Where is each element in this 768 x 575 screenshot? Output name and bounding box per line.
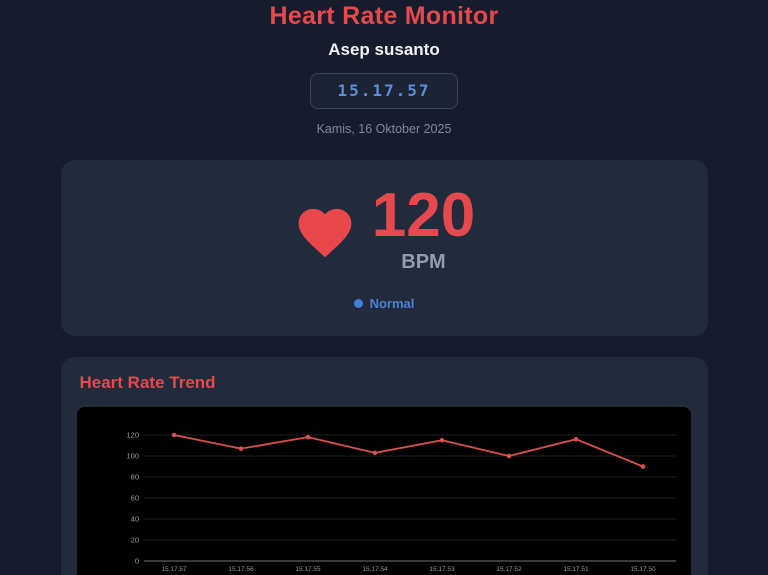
svg-text:15.17.54: 15.17.54	[362, 566, 388, 573]
svg-text:100: 100	[126, 452, 139, 461]
svg-text:15.17.51: 15.17.51	[563, 566, 589, 573]
svg-text:40: 40	[130, 515, 138, 524]
bpm-value: 120	[371, 181, 476, 250]
heart-icon	[293, 201, 357, 259]
trend-heading: Heart Rate Trend	[79, 373, 216, 392]
heart-rate-chart[interactable]: 0 20 40 60 80 100 120 15.17.57 15.17.56 15.17.55 1…	[76, 407, 691, 575]
status-dot-icon	[353, 299, 363, 308]
heart-rate-chart-canvas[interactable]: 0 20 40 60 80 100 120 15.17.57 15.17.56 15.17.55 1…	[77, 407, 691, 575]
header: Heart Rate Monitor Asep susanto 15.17.57…	[0, 0, 768, 136]
svg-text:15.17.50: 15.17.50	[630, 566, 656, 573]
page-title: Heart Rate Monitor	[269, 2, 499, 30]
svg-text:80: 80	[130, 473, 138, 482]
svg-text:15.17.57: 15.17.57	[161, 566, 187, 573]
svg-text:15.17.55: 15.17.55	[295, 566, 321, 573]
bpm-number-block: 120 BPM	[372, 185, 475, 274]
svg-text:0: 0	[134, 557, 138, 566]
user-name: Asep susanto	[328, 40, 440, 59]
svg-text:15.17.52: 15.17.52	[496, 566, 522, 573]
bpm-reading: 120 BPM	[293, 185, 475, 274]
svg-text:120: 120	[126, 431, 139, 440]
bpm-unit-label: BPM	[401, 251, 446, 273]
svg-text:20: 20	[130, 536, 138, 545]
svg-text:15.17.56: 15.17.56	[228, 566, 254, 573]
date-label: Kamis, 16 Oktober 2025	[316, 122, 452, 136]
bpm-card: 120 BPM Normal	[60, 160, 708, 336]
clock-time: 15.17.57	[337, 81, 431, 100]
status-badge: Normal	[353, 296, 415, 311]
clock-display: 15.17.57	[310, 73, 458, 109]
svg-text:60: 60	[130, 494, 138, 503]
trend-card: Heart Rate Trend 0 20 40 60 80 100 120 15.17.57…	[60, 357, 708, 575]
status-label: Normal	[369, 296, 415, 311]
svg-text:15.17.53: 15.17.53	[429, 566, 455, 573]
